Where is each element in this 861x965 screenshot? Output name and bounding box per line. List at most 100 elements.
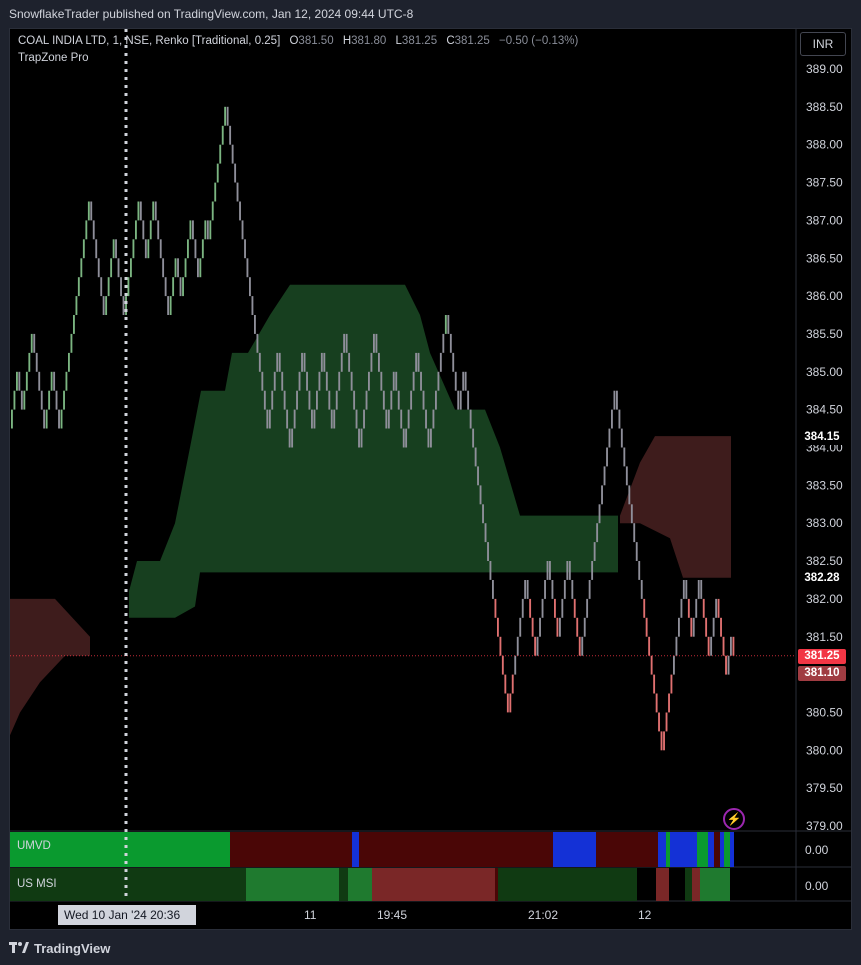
usmsi-segment	[685, 868, 692, 901]
price-tick-label: 385.00	[806, 365, 843, 379]
symbol-legend[interactable]: COAL INDIA LTD, 1, NSE, Renko [Tradition…	[18, 35, 578, 47]
renko-brick	[454, 371, 457, 391]
renko-brick	[125, 296, 127, 315]
renko-brick	[583, 617, 586, 637]
renko-brick	[452, 352, 455, 372]
renko-brick	[80, 258, 83, 278]
renko-brick	[268, 409, 271, 429]
indicator-legend[interactable]: TrapZone Pro	[18, 52, 89, 64]
renko-brick	[130, 258, 132, 278]
renko-brick	[705, 617, 708, 637]
renko-brick	[293, 409, 296, 429]
open-value: 381.50	[298, 35, 334, 47]
renko-brick	[673, 655, 675, 675]
umvd-segment	[230, 832, 352, 867]
renko-brick	[135, 220, 137, 240]
renko-brick	[25, 371, 28, 391]
renko-brick	[640, 580, 643, 599]
renko-brick	[578, 636, 581, 656]
renko-brick	[710, 636, 713, 656]
symbol-title[interactable]: COAL INDIA LTD, 1, NSE, Renko [Tradition…	[18, 35, 281, 47]
renko-brick	[479, 485, 482, 505]
renko-brick	[177, 258, 179, 278]
tradingview-footer[interactable]: TradingView	[9, 939, 110, 957]
renko-brick	[167, 296, 170, 315]
currency-button[interactable]: INR	[800, 32, 846, 56]
renko-brick	[432, 409, 435, 429]
renko-brick	[345, 333, 348, 353]
renko-brick	[685, 580, 688, 599]
renko-brick	[571, 580, 574, 599]
renko-brick	[648, 636, 651, 656]
renko-brick	[722, 636, 725, 656]
renko-brick	[390, 390, 393, 410]
renko-brick	[695, 598, 698, 618]
renko-brick	[658, 712, 660, 732]
renko-brick	[298, 371, 301, 391]
renko-brick	[633, 523, 636, 543]
renko-brick	[147, 239, 150, 259]
renko-brick	[112, 239, 115, 259]
price-tag-low: 382.28	[798, 571, 846, 586]
renko-brick	[668, 693, 670, 713]
renko-brick	[102, 296, 105, 315]
renko-brick	[611, 409, 613, 429]
renko-brick	[117, 258, 120, 278]
renko-brick	[439, 352, 442, 372]
renko-brick	[157, 220, 160, 240]
high-label: H	[342, 35, 352, 47]
renko-brick	[682, 580, 685, 599]
renko-brick	[524, 580, 527, 599]
renko-brick	[499, 636, 502, 656]
renko-brick	[236, 182, 239, 202]
renko-brick	[187, 239, 189, 259]
renko-brick	[209, 220, 212, 240]
usmsi-segment	[495, 868, 498, 901]
renko-brick	[271, 390, 274, 410]
renko-brick	[494, 598, 497, 618]
renko-brick	[444, 315, 447, 334]
renko-brick	[720, 617, 722, 637]
renko-brick	[261, 371, 264, 391]
price-tick-label: 382.00	[806, 592, 843, 606]
renko-brick	[687, 598, 690, 618]
renko-brick	[521, 598, 524, 618]
renko-brick	[370, 352, 373, 372]
renko-brick	[65, 371, 68, 391]
umvd-segment	[553, 832, 596, 867]
umvd-segment	[352, 832, 359, 867]
price-tick-label: 379.00	[806, 819, 843, 833]
renko-brick	[382, 390, 385, 410]
renko-brick	[697, 580, 700, 599]
renko-brick	[323, 352, 326, 372]
renko-brick	[497, 617, 499, 637]
low-value: 381.25	[401, 35, 438, 47]
umvd-segment	[670, 832, 697, 867]
publish-header: SnowflakeTrader published on TradingView…	[9, 7, 414, 21]
renko-brick	[630, 504, 633, 524]
renko-brick	[504, 674, 507, 694]
renko-brick	[199, 258, 202, 278]
renko-brick	[536, 636, 539, 656]
renko-brick	[333, 409, 336, 429]
renko-brick	[412, 371, 415, 391]
usmsi-segment	[700, 868, 730, 901]
renko-brick	[665, 712, 668, 732]
renko-brick	[613, 390, 616, 410]
renko-brick	[358, 428, 360, 448]
renko-brick	[650, 655, 653, 675]
renko-brick	[105, 296, 108, 315]
renko-brick	[417, 352, 420, 372]
renko-brick	[588, 580, 591, 599]
renko-brick	[529, 598, 532, 618]
renko-brick	[320, 352, 323, 372]
renko-brick	[368, 371, 370, 391]
alert-bolt-icon[interactable]: ⚡	[723, 808, 745, 830]
indicator-title[interactable]: TrapZone Pro	[18, 52, 89, 64]
price-tick-label: 387.50	[806, 176, 843, 190]
open-label: O	[289, 35, 299, 47]
renko-brick	[425, 409, 427, 429]
renko-brick	[360, 428, 363, 448]
renko-brick	[596, 523, 599, 543]
